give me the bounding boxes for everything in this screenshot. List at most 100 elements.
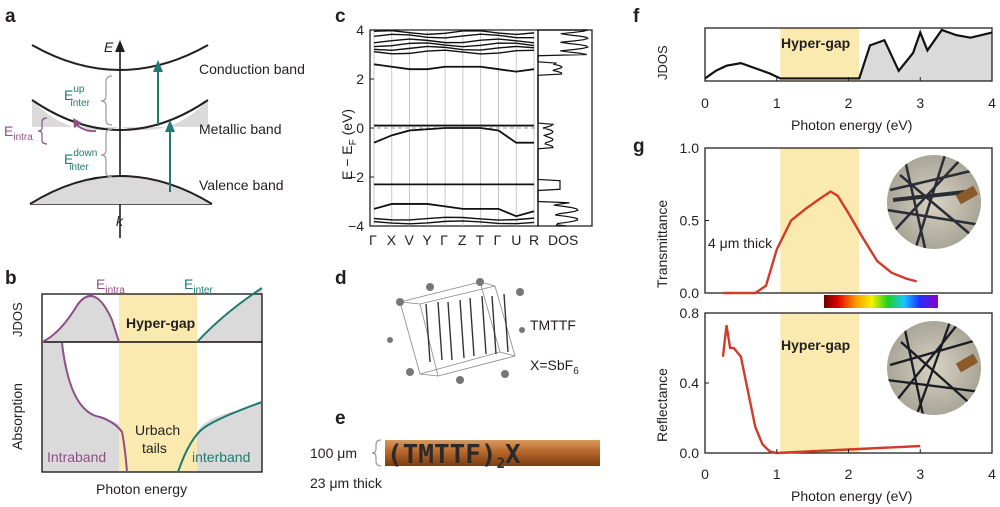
anion-label: X=SbF6: [530, 357, 579, 377]
kpoint-tick-label: Γ: [493, 232, 501, 248]
jdos-inter-fill: [197, 288, 262, 342]
y-tick-label: 0.0: [680, 285, 700, 301]
panel-b-e-inter-label: Einter: [184, 276, 213, 296]
absorption-intra-fill: [42, 343, 119, 472]
y-tick-label: −2: [348, 169, 364, 185]
panel-f: f JDOS Hyper-gap 0 1 2 3 4 Photon energy (eV…: [633, 6, 996, 133]
panel-f-jdos-fill: [859, 30, 992, 81]
intra-arrow-head-icon: [73, 118, 82, 128]
panel-f-ylabel: JDOS: [655, 45, 670, 80]
panel-b-xlabel: Photon energy: [96, 481, 187, 497]
dos-frame: [537, 29, 593, 227]
crystal-photo: [385, 440, 600, 466]
kpoint-tick-label: Y: [422, 232, 432, 248]
panel-b-e-intra-label: Eintra: [96, 276, 125, 296]
panel-c-ylabel: E − EF (eV): [339, 109, 359, 180]
x-tick-label: 3: [916, 95, 924, 111]
urbach-label-line2: tails: [142, 440, 167, 456]
conduction-band-label: Conduction band: [199, 61, 305, 77]
kpoint-tick-label: Γ: [369, 232, 377, 248]
transmittance-ylabel: Transmittance: [654, 200, 670, 288]
kpoint-tick-label: R: [529, 232, 539, 248]
axis-k-label: k: [116, 213, 124, 229]
sbf6-anions-image: [387, 278, 525, 384]
width-brace: [371, 439, 382, 467]
crystal-name-text: (TMTTF)2X: [387, 440, 521, 472]
absorption-inter-fill: [197, 402, 262, 472]
panel-g-xlabel: Photon energy (eV): [791, 488, 912, 504]
y-tick-label: 0.0: [680, 445, 700, 461]
panel-f-jdos-curve: [704, 28, 993, 80]
band-line: [373, 45, 535, 51]
crystal-thickness-label: 23 μm thick: [310, 475, 383, 491]
panel-b-hypergap-region: [119, 294, 197, 472]
inter-down-arrow-head-icon: [165, 120, 175, 132]
absorption-frame: [41, 341, 263, 473]
reflectance-ylabel: Reflectance: [654, 368, 670, 442]
band-line: [373, 42, 535, 48]
panel-g-top-hypergap-region: [780, 148, 860, 293]
inter-down-brace: [100, 128, 113, 178]
kpoint-tick-label: Γ: [440, 232, 448, 248]
band-line: [373, 220, 535, 225]
panel-g: g Transmittance Reflectance 4 μm thick H…: [633, 136, 996, 504]
band-line: [373, 203, 535, 218]
panel-f-hypergap-region: [780, 28, 860, 81]
tmttf-label: TMTTF: [530, 317, 576, 333]
valence-band-label: Valence band: [199, 177, 284, 193]
panel-b-hypergap-label: Hyper-gap: [126, 315, 195, 331]
band-line: [373, 49, 535, 55]
transmittance-curve: [722, 190, 917, 295]
panel-g-bottom-hypergap-region: [780, 313, 860, 453]
panel-f-hypergap-label: Hyper-gap: [781, 35, 850, 51]
jdos-ylabel: JDOS: [10, 302, 25, 337]
interband-label: interband: [192, 449, 250, 465]
reflection-micrograph-photo: [887, 321, 981, 415]
absorption-interband-curve: [177, 401, 263, 473]
tmttf-stack-image: [425, 293, 509, 363]
band-line: [373, 216, 535, 221]
y-tick-label: 0: [356, 120, 364, 136]
kpoint-tick-label: X: [387, 232, 397, 248]
metallic-band-label: Metallic band: [199, 121, 282, 137]
x-tick-label: 1: [773, 95, 781, 111]
reflectance-curve: [721, 325, 921, 455]
x-tick-label: 0: [701, 95, 709, 111]
x-tick-label: 2: [845, 95, 853, 111]
crystal-width-label: 100 μm: [310, 445, 357, 461]
panel-b: b JDOS Absorption Hyper-gap Eintra Einte…: [5, 268, 263, 497]
band-line: [373, 127, 534, 144]
panel-f-xlabel: Photon energy (eV): [791, 117, 912, 133]
y-tick-label: 4: [356, 22, 364, 38]
kpoint-tick-label: T: [476, 232, 485, 248]
x-tick-label: 4: [988, 466, 996, 482]
y-tick-label: 1.0: [680, 140, 700, 156]
jdos-inter-curve: [196, 287, 263, 343]
panel-g-label: g: [633, 136, 645, 157]
panel-e: e 100 μm (TMTTF)2X 23 μm thick: [310, 408, 600, 491]
axis-e-label: E: [104, 39, 114, 55]
crystal-structure-image: [399, 281, 516, 377]
e-intra-label: Eintra: [4, 123, 33, 143]
intraband-label: Intraband: [47, 449, 106, 465]
dos-xlabel: DOS: [548, 232, 578, 248]
transmission-micrograph-photo: [887, 155, 981, 249]
x-tick-label: 1: [773, 466, 781, 482]
band-line: [373, 63, 535, 73]
panel-d-label: d: [335, 268, 347, 289]
intra-brace: [37, 117, 48, 145]
kpoint-tick-label: Z: [458, 232, 467, 248]
metallic-band-curve: [31, 99, 209, 131]
panel-c-label: c: [335, 6, 346, 27]
dos-curve: [537, 29, 589, 227]
panel-e-label: e: [335, 408, 346, 429]
band-line: [373, 33, 535, 39]
sample-thickness-label: 4 μm thick: [708, 235, 773, 251]
panel-d: d TMTTF X=SbF6: [335, 268, 579, 384]
panel-b-label: b: [5, 268, 17, 289]
energy-axis-arrow-icon: [115, 40, 125, 52]
y-tick-label: 0.8: [680, 305, 700, 321]
valence-band-curve: [29, 175, 213, 205]
x-tick-label: 3: [916, 466, 924, 482]
